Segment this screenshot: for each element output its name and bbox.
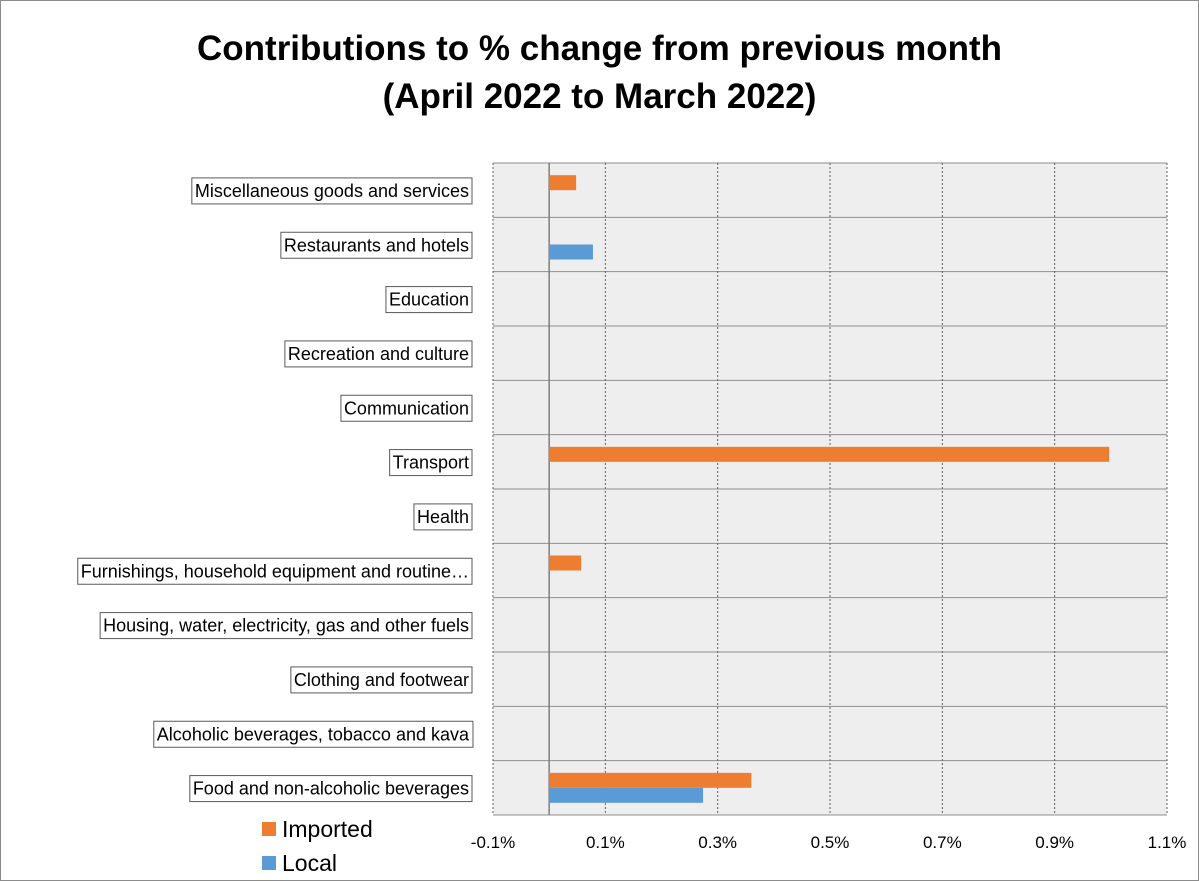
category-label: Clothing and footwear [294, 670, 469, 690]
legend-swatch-local [262, 856, 276, 870]
category-label-box [191, 177, 473, 205]
category-label-box [290, 666, 473, 694]
bar-local-2 [549, 244, 593, 260]
category-label-box [77, 557, 473, 585]
category-label-box [284, 340, 473, 368]
bar-imported-1 [549, 175, 577, 191]
legend-item-local: Local [262, 846, 373, 880]
category-label: Transport [393, 453, 469, 473]
category-label-box [99, 612, 473, 640]
category-label: Communication [344, 398, 469, 418]
category-label: Alcoholic beverages, tobacco and kava [157, 724, 470, 744]
x-tick-label: 1.1% [1148, 833, 1187, 852]
legend: Imported Local [262, 812, 373, 880]
chart-title: Contributions to % change from previous … [1, 25, 1198, 121]
x-tick-label: -0.1% [471, 833, 515, 852]
bar-imported-12 [549, 772, 752, 788]
category-label-box [340, 394, 473, 422]
category-label: Health [417, 507, 469, 527]
chart-title-line-2: (April 2022 to March 2022) [382, 77, 817, 116]
x-tick-label: 0.5% [811, 833, 850, 852]
category-label: Furnishings, household equipment and rou… [81, 561, 469, 581]
legend-item-imported: Imported [262, 812, 373, 846]
legend-label-local: Local [282, 849, 337, 876]
x-tick-label: 0.1% [586, 833, 625, 852]
category-label: Education [389, 290, 469, 310]
bar-imported-6 [549, 446, 1110, 462]
category-label-box [153, 720, 474, 748]
legend-label-imported: Imported [282, 815, 373, 842]
category-label: Housing, water, electricity, gas and oth… [103, 616, 469, 636]
x-tick-label: 0.3% [698, 833, 737, 852]
category-label-box [189, 775, 473, 803]
category-label: Miscellaneous goods and services [195, 181, 469, 201]
category-label-box [389, 449, 473, 477]
bar-imported-8 [549, 555, 582, 571]
category-label-box [413, 503, 473, 531]
category-label-box [385, 286, 473, 314]
chart-title-line-1: Contributions to % change from previous … [197, 29, 1002, 68]
category-label: Recreation and culture [288, 344, 469, 364]
category-label: Food and non-alcoholic beverages [193, 779, 469, 799]
bar-local-12 [549, 787, 704, 803]
x-tick-label: 0.9% [1035, 833, 1074, 852]
x-tick-label: 0.7% [923, 833, 962, 852]
legend-swatch-imported [262, 822, 276, 836]
category-label: Restaurants and hotels [284, 235, 469, 255]
category-label-box [280, 231, 473, 259]
